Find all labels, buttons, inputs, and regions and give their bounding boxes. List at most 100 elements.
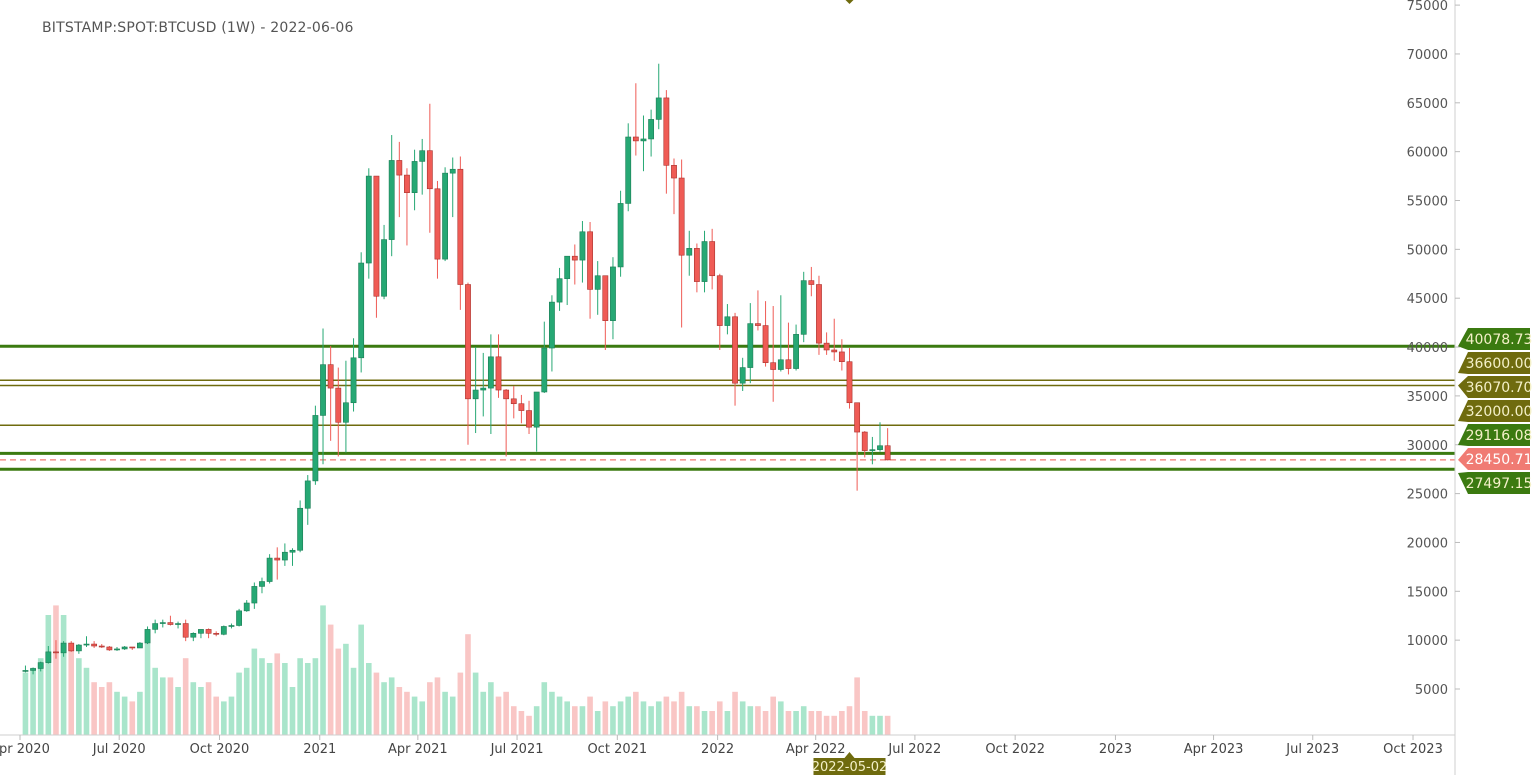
price-tag: 28450.71 <box>1458 448 1532 470</box>
price-tick-label: 10000 <box>1407 634 1448 649</box>
volume-bar <box>30 667 36 735</box>
candle-body <box>144 629 151 644</box>
price-tag-bg <box>1458 352 1530 374</box>
time-tick-label: Oct 2020 <box>190 742 250 757</box>
volume-bar <box>152 667 158 735</box>
volume-bar <box>877 715 883 735</box>
candle-body <box>274 557 281 561</box>
volume-bar <box>396 687 403 735</box>
candle-body <box>419 150 426 162</box>
candle-body <box>785 359 792 369</box>
candle-body <box>564 255 571 279</box>
volume-bar <box>533 706 540 735</box>
volume-bar <box>259 658 265 735</box>
price-tag-bg <box>1458 472 1530 494</box>
candle-body <box>510 398 517 405</box>
candle-body <box>449 168 456 174</box>
price-tag-label: 29116.08 <box>1466 428 1533 444</box>
volume-bar <box>594 711 601 735</box>
candle-body <box>480 387 487 391</box>
volume-bar <box>694 706 700 735</box>
price-tick-label: 5000 <box>1415 683 1448 698</box>
candle-body <box>755 323 761 326</box>
crosshair: 2022-05-02 <box>812 0 887 775</box>
candle-body <box>495 356 502 391</box>
price-tick-label: 75000 <box>1407 0 1448 14</box>
volume-bar <box>648 706 654 735</box>
volume-bar <box>213 696 219 735</box>
candle-body <box>724 316 731 326</box>
candle-body <box>159 622 166 624</box>
candle-body <box>678 177 685 256</box>
candle-body <box>838 351 845 363</box>
volume-bar <box>808 711 815 735</box>
candle-body <box>312 415 319 482</box>
candle-body <box>236 610 242 626</box>
volume-bar <box>854 677 860 735</box>
volume-bar <box>846 706 853 735</box>
candle-body <box>655 97 662 120</box>
price-tag-label: 32000.00 <box>1466 404 1533 420</box>
volume-bar <box>510 706 517 735</box>
candle-body <box>610 266 616 321</box>
volume-bar <box>366 663 372 735</box>
candle-body <box>869 449 876 451</box>
candle-body <box>205 629 212 634</box>
time-axis[interactable]: Apr 2020 Jul 2020 Oct 2020 2021 Apr 2021 Jul … <box>0 735 1443 757</box>
horizontal-levels <box>0 344 1455 471</box>
price-tick-label: 30000 <box>1407 439 1448 454</box>
time-tick-label: Jul 2021 <box>490 742 544 757</box>
candle-body <box>503 389 510 400</box>
candle-body <box>68 642 75 652</box>
volume-bar <box>243 667 250 735</box>
volume-bar <box>449 696 456 735</box>
candle-body <box>198 629 204 634</box>
volume-bar <box>159 677 166 735</box>
candle-body <box>556 278 563 303</box>
candle-body <box>663 97 670 166</box>
volume-bar <box>800 706 807 735</box>
price-tick-label: 20000 <box>1407 536 1448 551</box>
candle-body <box>75 644 82 652</box>
price-tag-label: 27497.15 <box>1466 476 1533 492</box>
volume-bar <box>839 711 845 735</box>
price-tag: 27497.15 <box>1458 472 1532 494</box>
volume-bar <box>53 605 59 735</box>
candle-body <box>518 403 525 411</box>
volume-bar <box>121 696 128 735</box>
candle-body <box>213 633 220 635</box>
volume-bar <box>778 701 784 735</box>
volume-bar <box>518 711 525 735</box>
volume-bar <box>541 682 548 735</box>
volume-bar <box>625 696 632 735</box>
candle-body <box>465 284 471 400</box>
candle-body <box>106 646 113 651</box>
volume-bar <box>732 691 738 735</box>
chart-title: BITSTAMP:SPOT:BTCUSD (1W) - 2022-06-06 <box>42 20 354 36</box>
candle-body <box>472 389 479 400</box>
candle-body <box>533 391 540 428</box>
candle-body <box>22 670 29 672</box>
volume-bar <box>404 691 410 735</box>
candle-body <box>358 262 365 359</box>
level-price-tags: 40078.73 36600.00 36070.70 32000.00 29116.08… <box>1458 328 1532 494</box>
volume-bar <box>442 691 448 735</box>
crosshair-date-box <box>813 758 886 775</box>
price-tag: 40078.73 <box>1458 328 1532 350</box>
volume-bar <box>762 711 769 735</box>
price-tag: 36600.00 <box>1458 352 1532 374</box>
candle-body <box>266 557 273 582</box>
volume-bar <box>617 701 624 735</box>
time-tick-label: Apr 2022 <box>786 742 846 757</box>
volume-bar <box>587 696 593 735</box>
volume-bar <box>350 667 357 735</box>
candle-body <box>854 402 861 433</box>
price-tick-label: 35000 <box>1407 390 1448 405</box>
volume-bar <box>785 711 792 735</box>
volume-bar <box>869 715 876 735</box>
volume-bar <box>747 706 754 735</box>
price-tick-label: 65000 <box>1407 97 1448 112</box>
price-axis[interactable]: 5000 10000 15000 20000 25000 30000 35000 40000 4… <box>1407 0 1460 698</box>
volume-bar <box>503 691 509 735</box>
